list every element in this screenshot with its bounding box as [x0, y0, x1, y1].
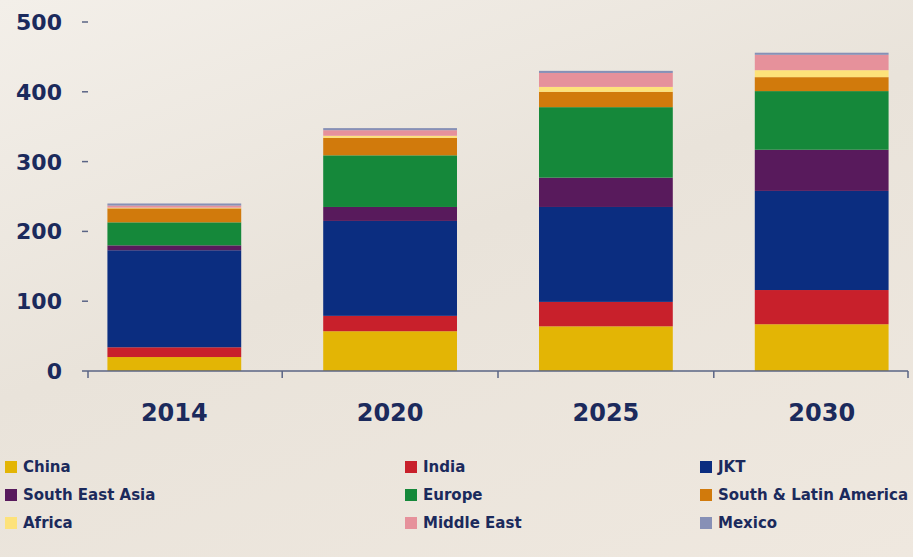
legend-label: Africa	[23, 514, 73, 532]
bars	[107, 53, 888, 371]
legend-swatch	[5, 517, 17, 529]
bar-segment	[755, 55, 889, 70]
bar-segment	[755, 70, 889, 77]
y-tick-label: 200	[16, 219, 62, 244]
legend-swatch	[700, 461, 712, 473]
x-tick	[907, 371, 909, 378]
y-tick	[82, 370, 88, 372]
legend-label: South East Asia	[23, 486, 155, 504]
legend-swatch	[405, 489, 417, 501]
x-tick	[87, 371, 89, 378]
y-tick-label: 500	[16, 10, 62, 35]
bar-segment	[107, 206, 241, 208]
legend-label: South & Latin America	[718, 486, 908, 504]
bar-segment	[323, 207, 457, 221]
legend-label: India	[423, 458, 465, 476]
legend-swatch	[405, 517, 417, 529]
x-tick	[713, 371, 715, 378]
bar-segment	[539, 326, 673, 371]
y-tick-label: 300	[16, 150, 62, 175]
bar-segment	[755, 290, 889, 324]
legend-swatch	[405, 461, 417, 473]
y-tick	[82, 231, 88, 233]
y-tick	[82, 21, 88, 23]
legend-label: Europe	[423, 486, 483, 504]
bar-segment	[107, 203, 241, 205]
legend-label: JKT	[717, 458, 746, 476]
bar-segment	[755, 91, 889, 150]
bar-segment	[539, 92, 673, 107]
y-tick-label: 0	[47, 359, 62, 384]
bar-segment	[539, 207, 673, 302]
legend-label: Mexico	[718, 514, 777, 532]
bar-segment	[107, 357, 241, 371]
x-tick-label: 2030	[788, 399, 855, 427]
x-tick	[497, 371, 499, 378]
bar-segment	[539, 302, 673, 326]
legend-swatch	[5, 461, 17, 473]
bar-segment	[323, 316, 457, 331]
legend: China India JKT South East Asia Europe South …	[5, 458, 908, 532]
y-tick	[82, 300, 88, 302]
bar-segment	[323, 138, 457, 155]
bar-segment	[539, 107, 673, 177]
bar-segment	[539, 71, 673, 73]
y-tick-label: 400	[16, 80, 62, 105]
bar-segment	[755, 53, 889, 55]
bar-segment	[323, 136, 457, 138]
y-tick	[82, 161, 88, 163]
bar-segment	[107, 222, 241, 245]
bar-segment	[323, 128, 457, 130]
x-tick	[281, 371, 283, 378]
bar-segment	[755, 324, 889, 371]
bar-segment	[107, 208, 241, 222]
bar-segment	[323, 331, 457, 371]
y-tick-label: 100	[16, 289, 62, 314]
legend-swatch	[700, 489, 712, 501]
bar-segment	[107, 245, 241, 250]
legend-swatch	[5, 489, 17, 501]
bar-segment	[755, 191, 889, 290]
legend-label: China	[23, 458, 71, 476]
bar-segment	[539, 73, 673, 87]
bar-segment	[107, 347, 241, 357]
bar-segment	[755, 150, 889, 191]
bar-segment	[539, 87, 673, 92]
x-tick-label: 2020	[357, 399, 424, 427]
x-tick-label: 2014	[141, 399, 208, 427]
legend-swatch	[700, 517, 712, 529]
bar-segment	[539, 178, 673, 207]
bar-segment	[323, 221, 457, 316]
legend-label: Middle East	[423, 514, 522, 532]
x-tick-label: 2025	[572, 399, 639, 427]
bar-segment	[755, 77, 889, 91]
bar-segment	[323, 155, 457, 207]
y-tick	[82, 91, 88, 93]
bar-segment	[323, 130, 457, 136]
bar-segment	[107, 250, 241, 347]
